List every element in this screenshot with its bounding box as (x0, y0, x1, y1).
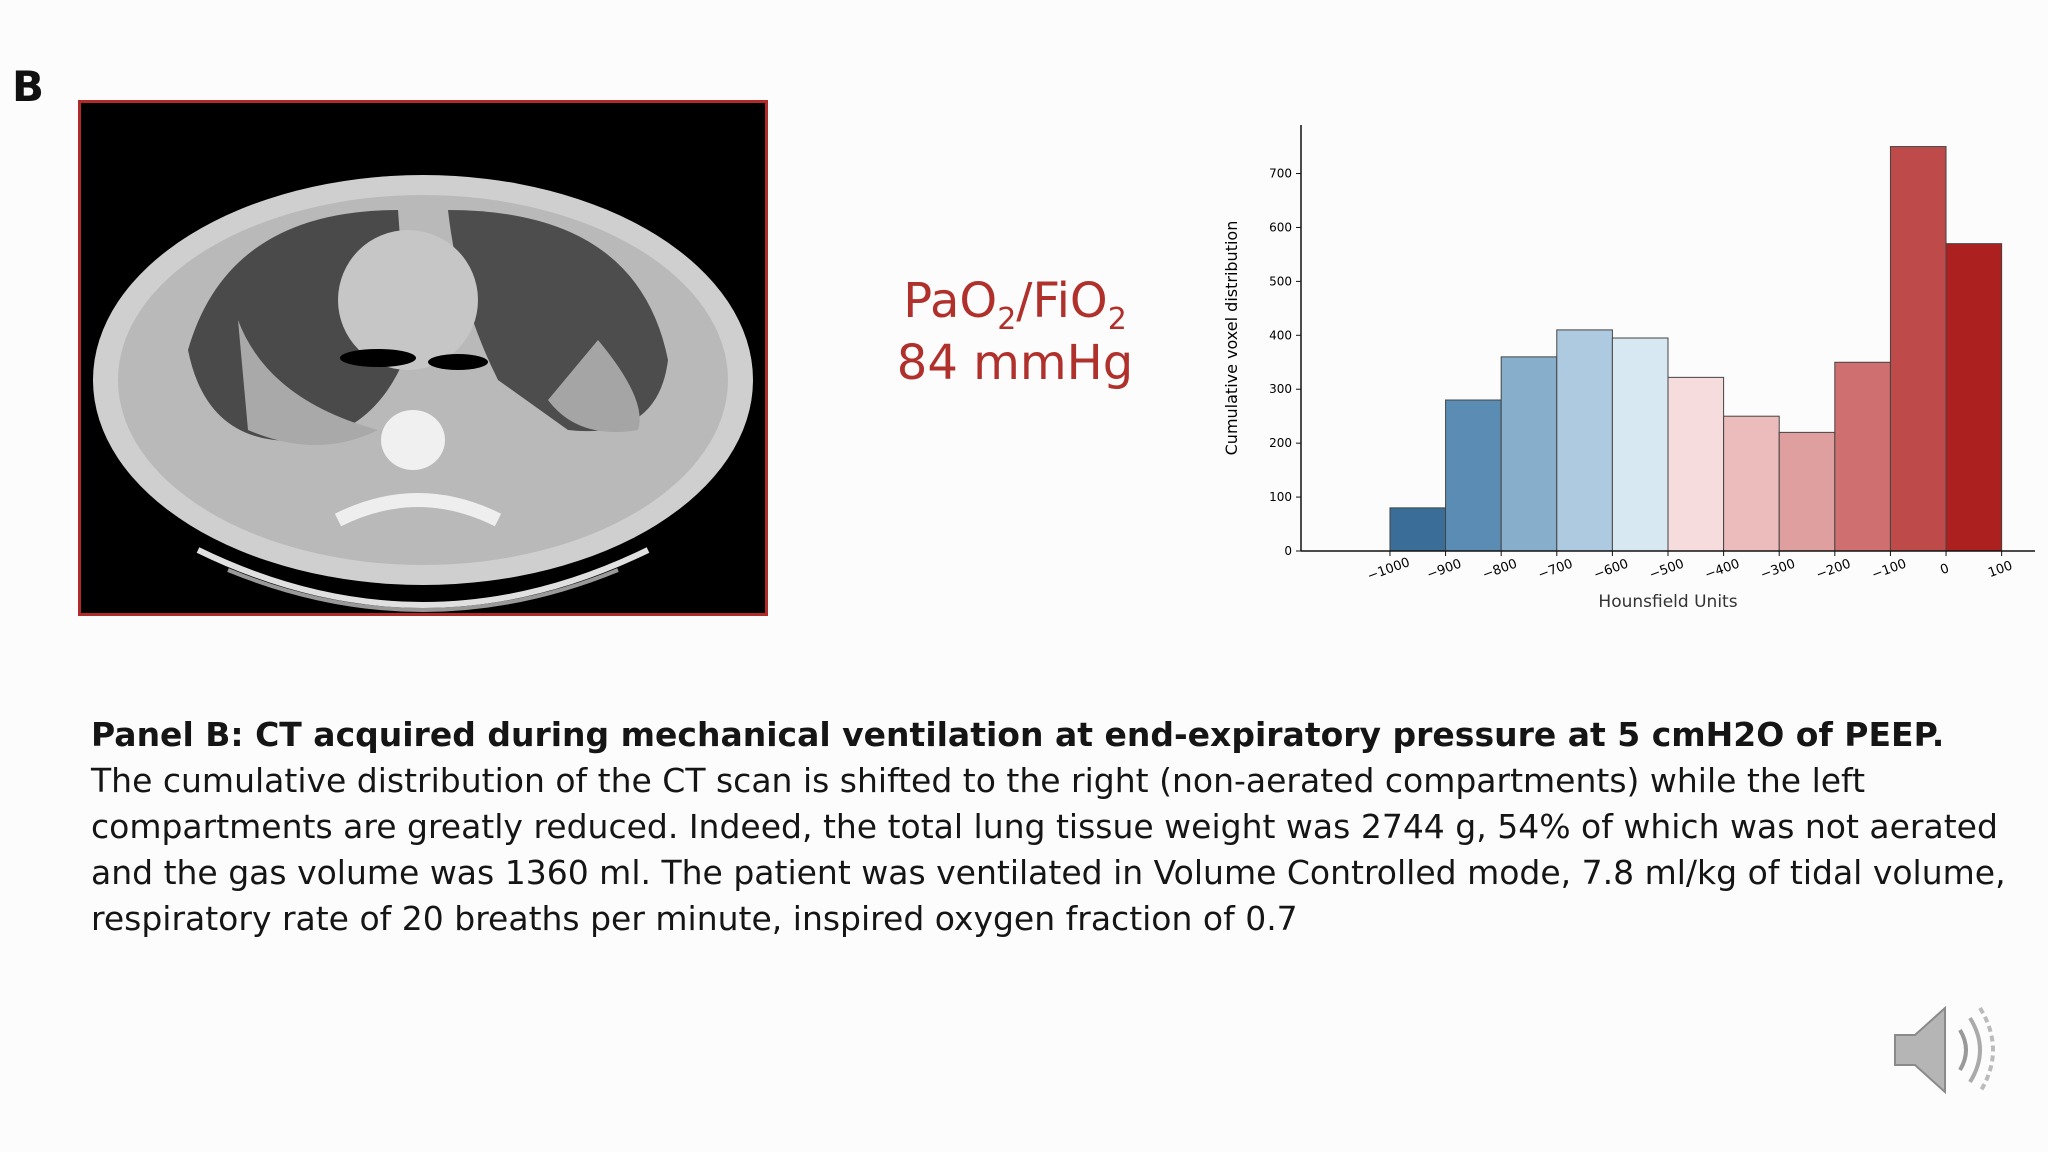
y-tick-label: 400 (1269, 328, 1292, 342)
ratio-part: PaO (903, 273, 998, 329)
x-tick-label: −300 (1759, 557, 1798, 583)
x-tick-label: 0 (1938, 561, 1951, 578)
ct-image (78, 100, 768, 616)
bar (1778, 431, 1836, 552)
x-tick-label: −900 (1425, 557, 1464, 583)
caption-text: The cumulative distribution of the CT sc… (91, 761, 2006, 938)
x-tick-label: −600 (1592, 557, 1631, 583)
bar (1889, 146, 1947, 552)
ratio-label: PaO2/FiO2 (840, 270, 1190, 335)
panel-label: B (12, 62, 45, 111)
y-tick-label: 200 (1269, 436, 1292, 450)
x-tick-label: 100 (1986, 558, 2014, 581)
caption: Panel B: CT acquired during mechanical v… (91, 712, 2011, 942)
y-axis-label: Cumulative voxel distribution (1222, 221, 1241, 456)
bar (1556, 329, 1613, 552)
x-tick-label: −1000 (1366, 555, 1412, 584)
x-axis-label: Hounsfield Units (1598, 592, 1737, 612)
y-tick-label: 600 (1269, 220, 1292, 234)
y-tick-label: 300 (1269, 382, 1292, 396)
x-tick-label: −800 (1481, 557, 1520, 583)
bar (1500, 356, 1558, 552)
x-tick-label: −700 (1536, 557, 1575, 583)
ratio-sub: 2 (997, 302, 1017, 337)
x-tick-label: −100 (1870, 557, 1909, 583)
bar (1945, 243, 2003, 552)
bar (1445, 399, 1502, 552)
histogram: Cumulative voxel distribution Hounsfield… (1222, 125, 2035, 612)
y-tick-label: 100 (1269, 490, 1292, 504)
caption-bold: Panel B: CT acquired during mechanical v… (91, 715, 1945, 754)
bar (1667, 376, 1725, 552)
y-tick-label: 500 (1269, 274, 1292, 288)
ratio-sub: 2 (1107, 302, 1127, 337)
bar (1611, 337, 1669, 552)
x-tick-label: −400 (1703, 557, 1742, 583)
bar (1389, 507, 1447, 552)
bar (1723, 415, 1780, 552)
speaker-icon[interactable] (1890, 1000, 2000, 1100)
ratio-block: PaO2/FiO2 84 mmHg (840, 270, 1190, 394)
ratio-part: /FiO (1016, 273, 1108, 329)
bar (1834, 361, 1891, 552)
y-tick-label: 700 (1269, 167, 1292, 181)
x-tick-label: −500 (1647, 557, 1686, 583)
ratio-value: 84 mmHg (896, 335, 1134, 391)
y-tick-label: 0 (1284, 544, 1292, 558)
x-tick-label: −200 (1814, 557, 1853, 583)
